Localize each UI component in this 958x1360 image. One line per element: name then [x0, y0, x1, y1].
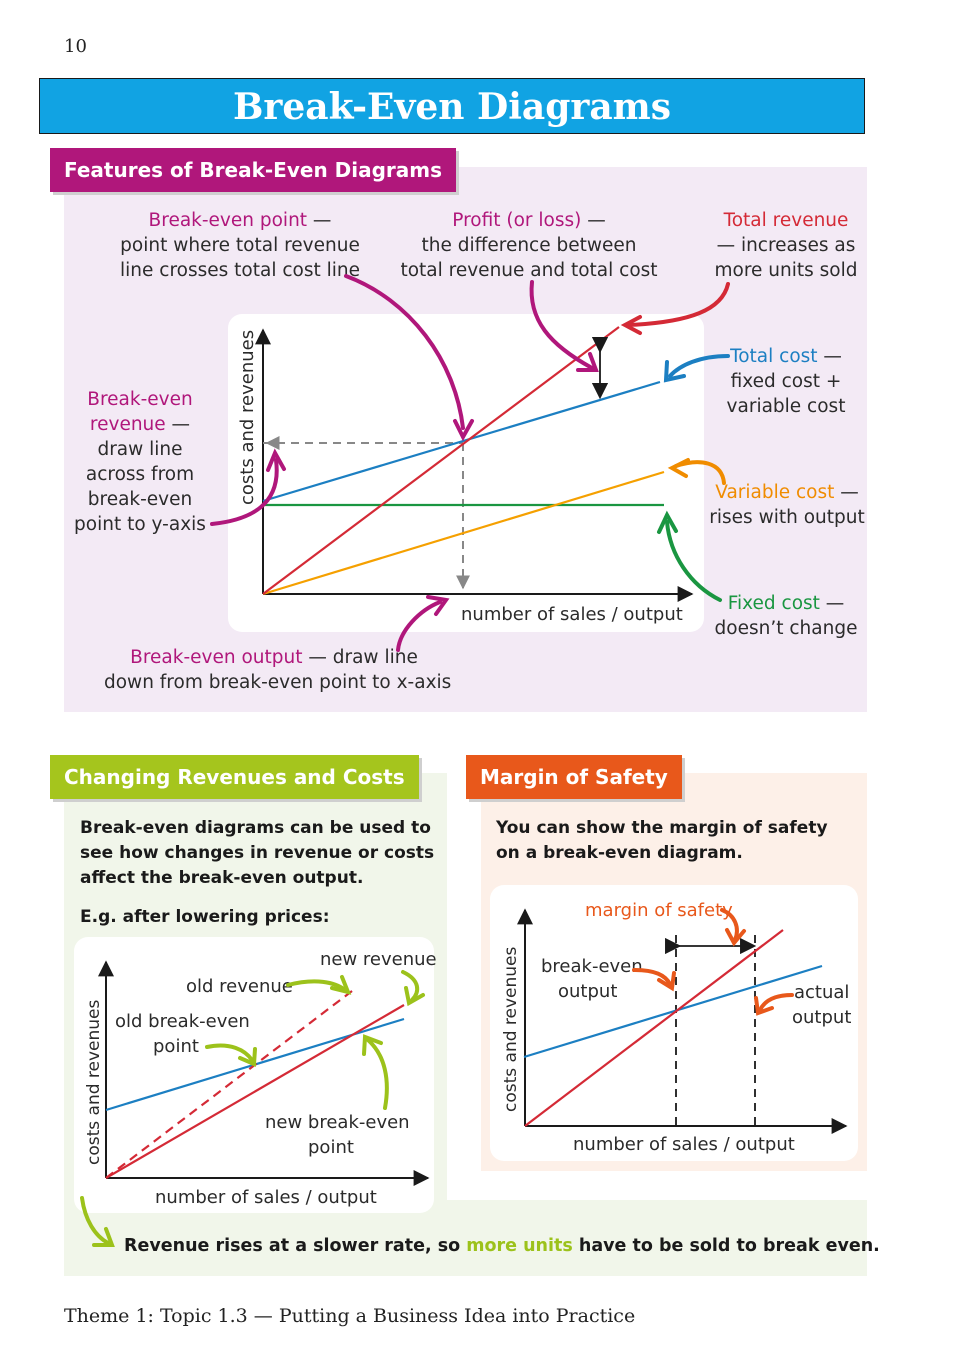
changing-chart: costs and revenues number of sales / out… [84, 949, 437, 1208]
break-even-point-arrowhead [453, 419, 474, 442]
old-revenue-line [105, 987, 357, 1179]
break-even-point-note: Break-even point — point where total rev… [120, 210, 360, 281]
old-revenue-arrow [286, 979, 347, 992]
conclusion-arrow [80, 1196, 110, 1245]
actual-output-arrowhead [754, 996, 774, 1016]
y-axis-label: costs and revenues [237, 330, 258, 505]
x-axis-label: number of sales / output [461, 604, 683, 625]
break-even-revenue-note: Break-even revenue — draw line across fr… [74, 389, 206, 535]
break-even-output-arrow [632, 968, 672, 986]
changing-callouts [80, 970, 425, 1247]
profit-arrowhead [576, 352, 599, 372]
page-title: Break-Even Diagrams [232, 86, 672, 128]
actual-output-arrow [758, 993, 794, 1012]
changing-example: E.g. after lowering prices: [80, 907, 330, 927]
break-even-point-arrow [344, 274, 465, 430]
new-break-even-label: new break-even [265, 1112, 410, 1133]
x-axis-label: number of sales / output [155, 1187, 377, 1208]
total-revenue-line [524, 929, 784, 1127]
x-axis-label: number of sales / output [573, 1134, 795, 1155]
new-break-even-label-2: point [308, 1137, 354, 1158]
total-cost-arrow [668, 354, 730, 378]
total-cost-line [523, 964, 823, 1059]
total-revenue-arrow [628, 282, 730, 327]
total-revenue-arrowhead [620, 315, 642, 335]
old-break-even-arrowhead [238, 1047, 257, 1067]
break-even-output-note: Break-even output — draw line down from … [104, 647, 452, 693]
variable-cost-arrowhead [667, 458, 690, 478]
total-cost-note: Total cost — fixed cost + variable cost [726, 346, 846, 417]
margin-label-arrow [720, 908, 739, 942]
break-even-output-label-2: output [558, 981, 617, 1002]
variable-cost-note: Variable cost — rises with output [709, 482, 865, 528]
break-even-output-arrow [396, 600, 442, 652]
old-break-even-label: old break-even [115, 1011, 250, 1032]
old-revenue-arrowhead [330, 975, 352, 995]
break-even-output-arrowhead [426, 595, 450, 616]
break-even-revenue-arrow [210, 458, 279, 526]
fixed-cost-arrow [665, 520, 722, 602]
changing-tab: Changing Revenues and Costs [50, 755, 419, 799]
profit-arrow [529, 280, 594, 370]
total-revenue-line [262, 326, 620, 595]
title-bar: Break-Even Diagrams [39, 78, 865, 134]
margin-intro: You can show the margin of safety on a b… [496, 818, 828, 863]
new-break-even-arrowhead [362, 1034, 383, 1056]
margin-label-arrowhead [725, 928, 746, 947]
conclusion-arrowhead [92, 1227, 115, 1247]
y-axis-label: costs and revenues [84, 999, 104, 1165]
footer: Theme 1: Topic 1.3 — Putting a Business … [64, 1305, 636, 1327]
y-axis-label: costs and revenues [501, 946, 521, 1112]
margin-tab: Margin of Safety [466, 755, 682, 799]
new-revenue-line [105, 1004, 405, 1179]
old-break-even-label-2: point [153, 1036, 199, 1057]
new-revenue-arrow [401, 970, 420, 1002]
break-even-output-arrowhead [657, 971, 676, 992]
features-tab: Features of Break-Even Diagrams [50, 148, 457, 192]
actual-output-label-2: output [792, 1007, 851, 1028]
new-break-even-arrow [366, 1038, 389, 1110]
margin-chart-card [490, 885, 858, 1161]
page-number: 10 [64, 36, 87, 57]
variable-cost-line [262, 470, 665, 596]
changing-chart-card [74, 937, 434, 1213]
changing-intro: Break-even diagrams can be used to see h… [80, 818, 435, 888]
actual-output-label: actual [794, 982, 849, 1003]
features-callouts [210, 274, 730, 652]
fixed-cost-note: Fixed cost — doesn’t change [714, 593, 858, 639]
break-even-output-label: break-even [541, 956, 643, 977]
margin-of-safety-label: margin of safety [585, 900, 733, 921]
old-break-even-arrow [205, 1043, 254, 1062]
margin-callouts [632, 908, 794, 1016]
profit-note: Profit (or loss) — the difference betwee… [400, 210, 658, 281]
total-cost-arrowhead [663, 360, 686, 383]
fixed-cost-arrowhead [657, 510, 678, 534]
new-revenue-arrowhead [404, 986, 425, 1007]
total-cost-line [262, 380, 661, 503]
total-revenue-note: Total revenue — increases as more units … [714, 210, 858, 281]
new-revenue-label: new revenue [320, 949, 437, 970]
conclusion-text: Revenue rises at a slower rate, so more … [124, 1236, 880, 1256]
break-even-revenue-arrowhead [266, 448, 286, 472]
margin-chart: costs and revenues number of sales / out… [501, 900, 851, 1155]
features-chart: costs and revenues number of sales / out… [237, 326, 694, 625]
old-revenue-label: old revenue [186, 976, 293, 997]
